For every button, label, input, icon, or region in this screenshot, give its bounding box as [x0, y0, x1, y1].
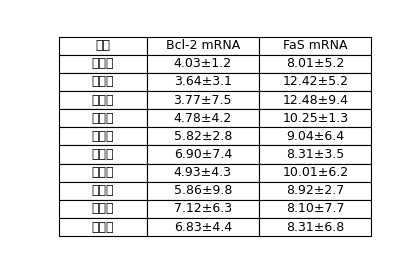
Bar [59, 164, 147, 182]
Bar [59, 109, 147, 127]
Bar [147, 164, 259, 182]
Bar [147, 200, 259, 218]
Text: 第三组: 第三组 [92, 94, 114, 107]
Text: 5.86±9.8: 5.86±9.8 [173, 184, 232, 197]
Bar [259, 73, 372, 91]
Text: 10.25±1.3: 10.25±1.3 [282, 112, 348, 125]
Bar [59, 146, 147, 164]
Bar [259, 146, 372, 164]
Text: FaS mRNA: FaS mRNA [283, 39, 347, 52]
Bar [59, 218, 147, 236]
Bar [59, 73, 147, 91]
Bar [259, 55, 372, 73]
Bar [259, 182, 372, 200]
Text: 第一组: 第一组 [92, 57, 114, 70]
Text: 8.92±2.7: 8.92±2.7 [286, 184, 344, 197]
Text: 组名: 组名 [95, 39, 110, 52]
Text: 8.31±6.8: 8.31±6.8 [286, 221, 344, 234]
Text: 10.01±6.2: 10.01±6.2 [282, 166, 348, 179]
Bar [259, 164, 372, 182]
Text: 3.64±3.1: 3.64±3.1 [174, 75, 232, 88]
Text: 3.77±7.5: 3.77±7.5 [173, 94, 232, 107]
Bar [147, 127, 259, 146]
Bar [147, 55, 259, 73]
Text: 12.42±5.2: 12.42±5.2 [282, 75, 348, 88]
Bar [147, 109, 259, 127]
Text: 第五组: 第五组 [92, 130, 114, 143]
Bar [147, 218, 259, 236]
Text: 第四组: 第四组 [92, 112, 114, 125]
Text: 5.82±2.8: 5.82±2.8 [173, 130, 232, 143]
Text: 第九组: 第九组 [92, 202, 114, 215]
Text: 4.78±4.2: 4.78±4.2 [173, 112, 232, 125]
Text: 4.03±1.2: 4.03±1.2 [174, 57, 232, 70]
Text: 8.31±3.5: 8.31±3.5 [286, 148, 344, 161]
Text: 第六组: 第六组 [92, 148, 114, 161]
Bar [259, 36, 372, 55]
Bar [59, 36, 147, 55]
Bar [259, 91, 372, 109]
Text: 9.04±6.4: 9.04±6.4 [286, 130, 344, 143]
Bar [59, 55, 147, 73]
Bar [259, 109, 372, 127]
Bar [147, 182, 259, 200]
Text: 8.10±7.7: 8.10±7.7 [286, 202, 344, 215]
Bar [59, 182, 147, 200]
Text: Bcl-2 mRNA: Bcl-2 mRNA [165, 39, 240, 52]
Text: 12.48±9.4: 12.48±9.4 [282, 94, 348, 107]
Bar [59, 127, 147, 146]
Text: 第七组: 第七组 [92, 166, 114, 179]
Bar [147, 73, 259, 91]
Bar [147, 36, 259, 55]
Bar [259, 127, 372, 146]
Text: 第十组: 第十组 [92, 221, 114, 234]
Bar [259, 200, 372, 218]
Bar [147, 91, 259, 109]
Bar [59, 91, 147, 109]
Bar [59, 200, 147, 218]
Text: 6.90±7.4: 6.90±7.4 [173, 148, 232, 161]
Bar [147, 146, 259, 164]
Text: 7.12±6.3: 7.12±6.3 [174, 202, 232, 215]
Text: 第八组: 第八组 [92, 184, 114, 197]
Text: 8.01±5.2: 8.01±5.2 [286, 57, 344, 70]
Bar [259, 218, 372, 236]
Text: 4.93±4.3: 4.93±4.3 [174, 166, 232, 179]
Text: 第二组: 第二组 [92, 75, 114, 88]
Text: 6.83±4.4: 6.83±4.4 [174, 221, 232, 234]
